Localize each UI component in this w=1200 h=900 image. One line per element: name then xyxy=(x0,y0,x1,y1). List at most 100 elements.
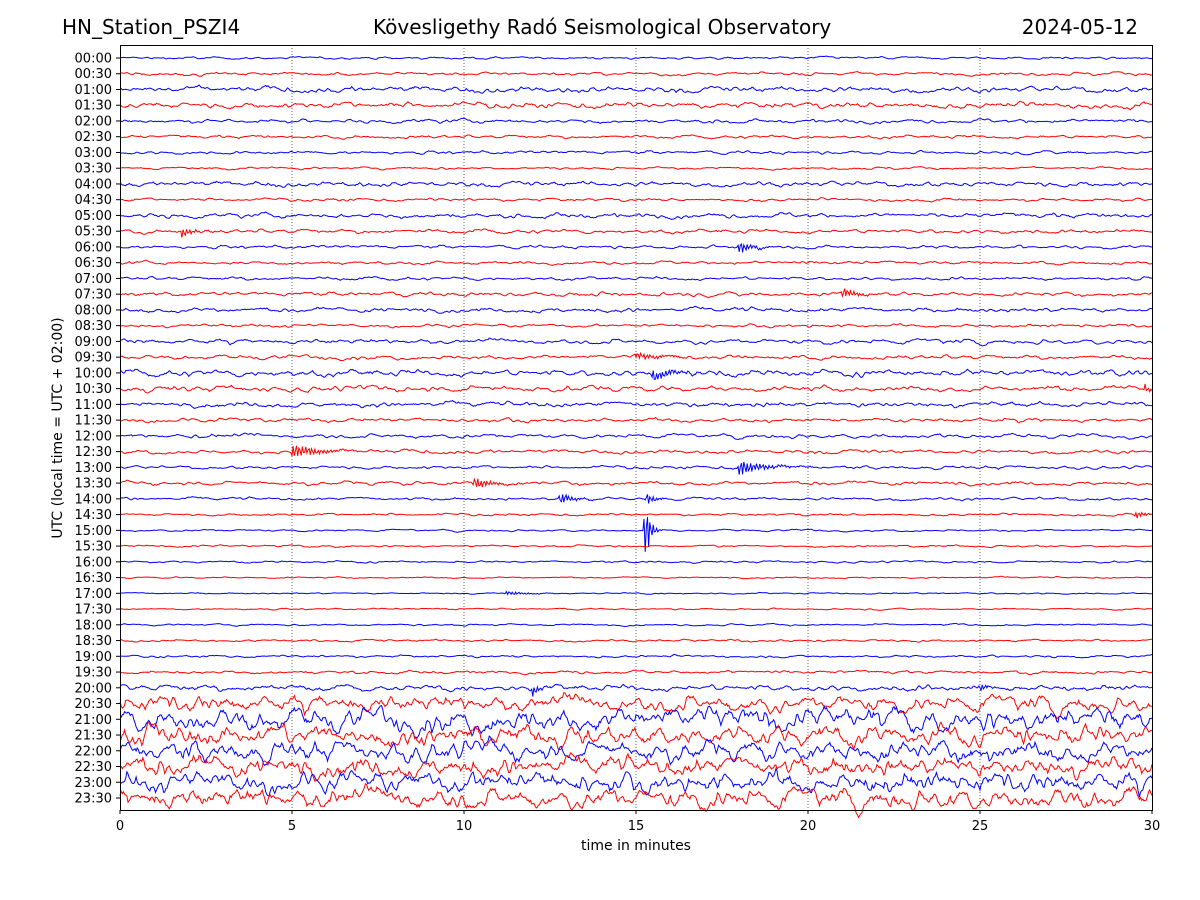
x-tick-label: 20 xyxy=(800,819,817,834)
seismic-trace-2200 xyxy=(119,735,1153,766)
seismic-trace-1530 xyxy=(119,544,1153,549)
y-tick-label: 08:30 xyxy=(75,319,112,334)
seismic-trace-1730 xyxy=(119,607,1153,611)
seismic-trace-1000 xyxy=(119,368,1153,380)
seismic-trace-0600 xyxy=(119,242,1153,253)
chart-date: 2024-05-12 xyxy=(1021,15,1138,39)
seismic-trace-1600 xyxy=(119,559,1153,564)
y-tick-label: 00:30 xyxy=(75,67,112,82)
seismic-trace-1330 xyxy=(119,477,1153,488)
seismic-trace-1200 xyxy=(119,432,1153,441)
y-tick-label: 09:30 xyxy=(75,351,112,366)
y-tick-label: 22:00 xyxy=(75,744,112,759)
seismic-trace-2130 xyxy=(119,721,1153,751)
seismic-trace-0700 xyxy=(119,275,1153,282)
y-tick-label: 23:00 xyxy=(75,776,112,791)
seismic-trace-0500 xyxy=(119,211,1153,221)
x-tick-label: 10 xyxy=(456,819,473,834)
y-tick-label: 02:30 xyxy=(75,130,112,145)
seismic-trace-1630 xyxy=(119,575,1153,580)
y-tick-label: 12:30 xyxy=(75,445,112,460)
y-tick-label: 21:30 xyxy=(75,729,112,744)
seismic-trace-2300 xyxy=(119,767,1153,798)
station-name: HN_Station_PSZI4 xyxy=(62,15,241,39)
seismic-trace-2230 xyxy=(119,752,1153,782)
seismic-trace-0230 xyxy=(119,134,1153,140)
y-tick-label: 02:00 xyxy=(75,114,112,129)
seismic-trace-1030 xyxy=(119,383,1153,394)
seismic-trace-0830 xyxy=(119,323,1153,329)
y-tick-label: 08:00 xyxy=(75,303,112,318)
seismic-trace-0100 xyxy=(119,84,1153,94)
seismic-trace-0930 xyxy=(119,351,1153,362)
y-tick-label: 19:00 xyxy=(75,650,112,665)
seismic-trace-0130 xyxy=(119,100,1153,111)
y-tick-label: 10:00 xyxy=(75,366,112,381)
seismic-trace-2000 xyxy=(119,683,1153,697)
seismic-trace-0630 xyxy=(119,259,1153,266)
seismic-trace-1800 xyxy=(119,622,1153,628)
seismic-trace-1500 xyxy=(119,517,1153,552)
seismic-trace-0730 xyxy=(119,288,1153,299)
seismic-trace-0430 xyxy=(119,196,1152,203)
x-tick-label: 0 xyxy=(116,819,124,834)
y-tick-label: 04:00 xyxy=(75,177,112,192)
y-tick-label: 16:30 xyxy=(75,571,112,586)
y-tick-label: 07:00 xyxy=(75,272,112,287)
seismic-trace-1830 xyxy=(119,638,1152,643)
y-tick-label: 22:30 xyxy=(75,760,112,775)
y-tick-label: 06:30 xyxy=(75,256,112,271)
seismic-trace-0300 xyxy=(119,149,1153,156)
seismic-trace-0900 xyxy=(119,337,1153,347)
seismic-trace-2030 xyxy=(119,692,1152,720)
y-tick-label: 10:30 xyxy=(75,382,112,397)
y-tick-label: 13:00 xyxy=(75,461,112,476)
y-tick-label: 01:00 xyxy=(75,83,112,98)
seismic-trace-0400 xyxy=(119,180,1153,188)
y-tick-label: 07:30 xyxy=(75,288,112,303)
y-tick-label: 04:30 xyxy=(75,193,112,208)
y-tick-label: 12:00 xyxy=(75,429,112,444)
y-tick-label: 11:00 xyxy=(75,398,112,413)
y-tick-label: 13:30 xyxy=(75,477,112,492)
x-tick-label: 30 xyxy=(1144,819,1161,834)
y-tick-label: 01:30 xyxy=(75,99,112,114)
seismic-trace-1430 xyxy=(119,510,1153,519)
seismic-trace-0530 xyxy=(119,228,1153,238)
y-tick-label: 15:30 xyxy=(75,540,112,555)
seismic-trace-1130 xyxy=(120,417,1153,424)
y-tick-label: 23:30 xyxy=(75,792,112,807)
x-tick-label: 5 xyxy=(288,819,296,834)
x-axis-label: time in minutes xyxy=(581,838,691,854)
seismic-trace-0200 xyxy=(119,117,1153,125)
y-tick-label: 05:30 xyxy=(75,225,112,240)
seismic-trace-0330 xyxy=(119,165,1153,171)
y-tick-label: 17:00 xyxy=(75,587,112,602)
y-tick-label: 03:30 xyxy=(75,162,112,177)
seismic-trace-1930 xyxy=(119,669,1153,676)
seismic-trace-1100 xyxy=(119,400,1153,409)
y-tick-label: 15:00 xyxy=(75,524,112,539)
seismic-trace-0000 xyxy=(119,55,1153,60)
y-tick-label: 21:00 xyxy=(75,713,112,728)
seismic-trace-0800 xyxy=(119,305,1153,314)
seismic-trace-1230 xyxy=(120,445,1153,457)
y-tick-label: 16:00 xyxy=(75,555,112,570)
y-tick-label: 20:30 xyxy=(75,697,112,712)
y-tick-label: 18:30 xyxy=(75,634,112,649)
seismic-trace-2100 xyxy=(119,704,1153,739)
y-tick-label: 17:30 xyxy=(75,603,112,618)
seismic-trace-1700 xyxy=(120,590,1153,596)
seismic-trace-1300 xyxy=(119,461,1153,475)
y-tick-label: 05:00 xyxy=(75,209,112,224)
y-tick-label: 11:30 xyxy=(75,414,112,429)
y-tick-label: 14:00 xyxy=(75,492,112,507)
y-tick-label: 00:00 xyxy=(75,52,112,67)
y-tick-label: 09:00 xyxy=(75,335,112,350)
y-tick-label: 20:00 xyxy=(75,681,112,696)
plot-frame xyxy=(120,45,1153,811)
x-tick-label: 15 xyxy=(628,819,645,834)
y-tick-label: 19:30 xyxy=(75,666,112,681)
seismic-trace-1400 xyxy=(119,493,1153,504)
